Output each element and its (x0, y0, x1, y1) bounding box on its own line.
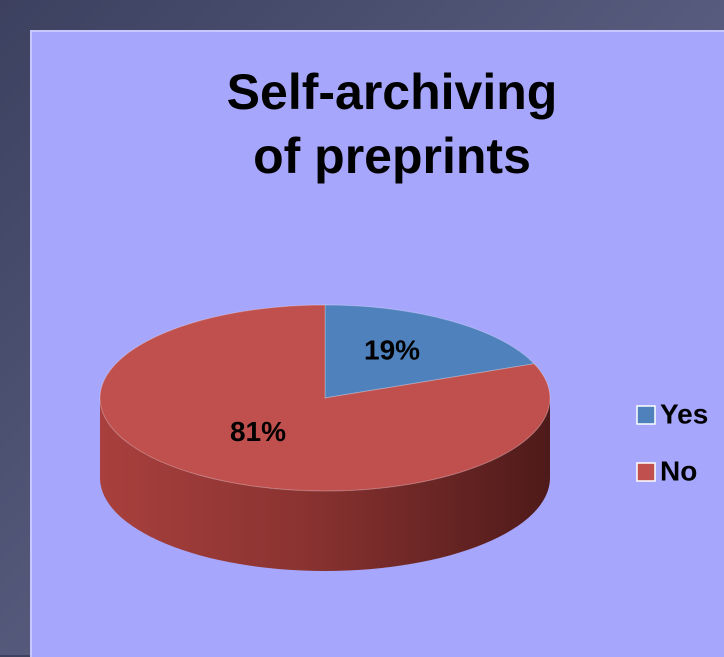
data-label: 19% (364, 335, 420, 366)
legend-swatch (636, 405, 656, 425)
data-label: 81% (230, 416, 286, 447)
legend-swatch (636, 462, 656, 482)
legend-label: Yes (660, 398, 708, 429)
pie-slice (324, 304, 536, 399)
pie-side (100, 398, 550, 571)
chart-title: Self-archiving of preprints (226, 64, 558, 184)
legend-label: No (660, 455, 697, 486)
pie-slice (99, 304, 551, 492)
